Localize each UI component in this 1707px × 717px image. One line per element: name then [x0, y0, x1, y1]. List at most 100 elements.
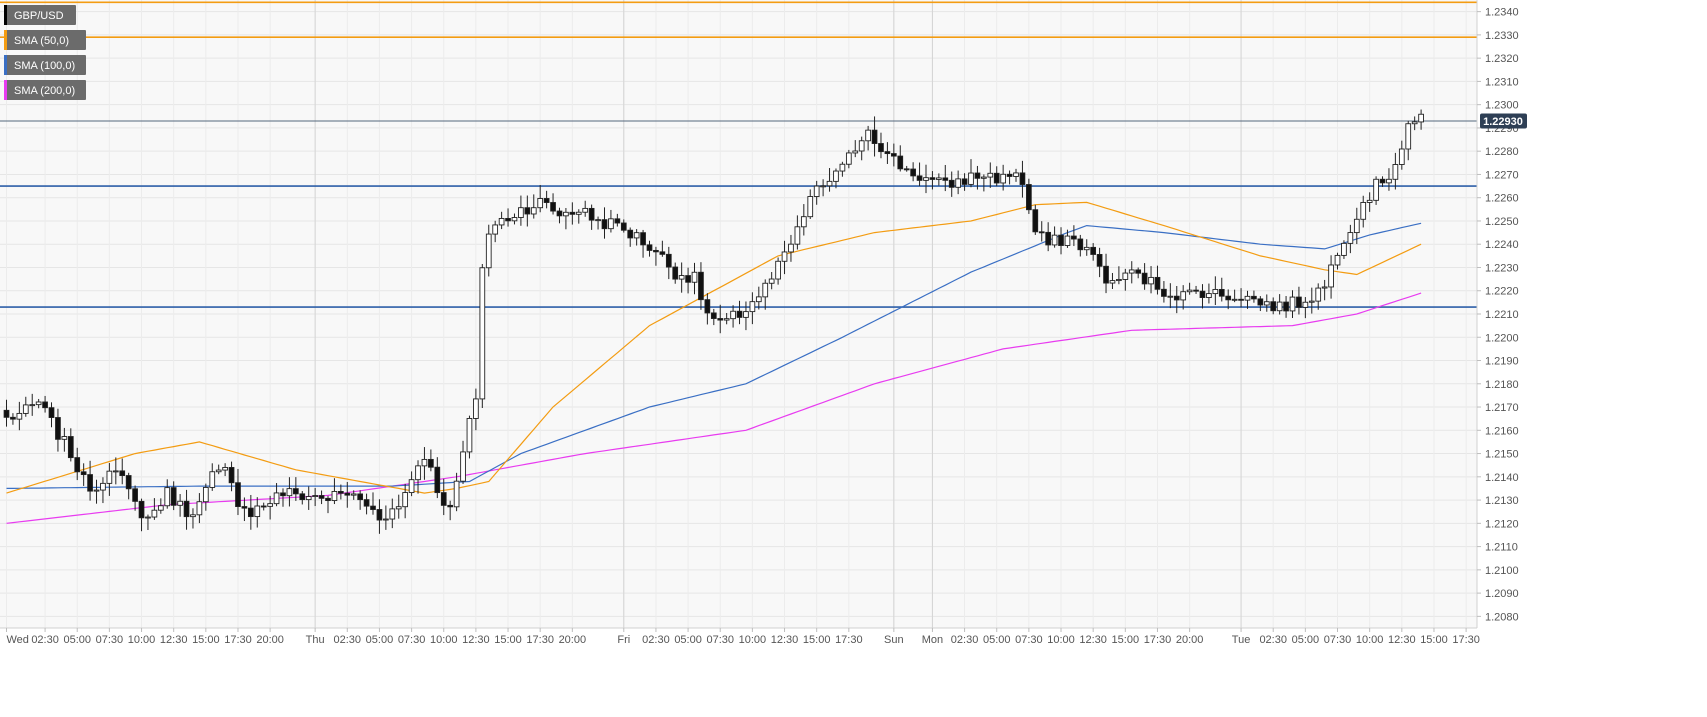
x-tick-label: 17:30: [1144, 634, 1172, 646]
candle-body: [215, 469, 222, 473]
y-tick-label: 1.2180: [1485, 379, 1519, 391]
candle-body: [543, 198, 550, 203]
candle: [710, 308, 717, 326]
candle-body: [1186, 289, 1193, 293]
candle-body: [1167, 295, 1174, 298]
candle: [1392, 152, 1399, 190]
candle-body: [627, 229, 634, 239]
candle-body: [563, 211, 569, 217]
candle-body: [768, 278, 775, 284]
candle: [1083, 239, 1090, 256]
candle: [1289, 290, 1296, 319]
candle-body: [820, 185, 826, 188]
candle: [845, 149, 852, 169]
candle: [1238, 288, 1244, 308]
candle-body: [640, 232, 646, 246]
x-tick-label: 12:30: [771, 634, 799, 646]
candle: [1263, 294, 1270, 312]
candle-body: [10, 416, 16, 420]
candle-body: [807, 196, 814, 218]
candle: [67, 428, 74, 462]
y-tick-label: 1.2270: [1485, 169, 1519, 181]
candle-body: [402, 492, 409, 508]
candle: [434, 457, 441, 499]
candle: [717, 304, 724, 334]
candle: [1058, 227, 1064, 255]
x-tick-label: 17:30: [224, 634, 252, 646]
candle: [685, 267, 691, 294]
candle: [1064, 229, 1071, 248]
x-tick-label: 02:30: [334, 634, 362, 646]
y-tick-label: 1.2190: [1485, 356, 1519, 368]
candle: [1013, 168, 1019, 182]
candle-body: [948, 179, 955, 188]
candle-body: [653, 249, 659, 253]
x-tick-label: 05:00: [1292, 634, 1320, 646]
candle-body: [794, 226, 801, 245]
y-tick-label: 1.2140: [1485, 472, 1519, 484]
candle: [1283, 296, 1289, 318]
candle-body: [1122, 272, 1129, 280]
candle: [1315, 283, 1322, 310]
candle: [929, 171, 936, 190]
candle: [749, 292, 756, 325]
candle: [1154, 265, 1161, 295]
candle-body: [550, 202, 556, 212]
candle: [428, 449, 434, 472]
candle: [563, 208, 569, 230]
candle: [1186, 282, 1193, 295]
candle: [74, 447, 81, 481]
candle: [151, 498, 158, 520]
candle: [788, 234, 794, 262]
candle-body: [1341, 242, 1347, 256]
candle: [42, 395, 48, 413]
candle-body: [858, 140, 865, 152]
candle: [627, 227, 634, 247]
candle: [235, 468, 241, 516]
candle: [987, 162, 994, 188]
candle-body: [1135, 269, 1142, 274]
candle: [3, 399, 10, 427]
candle: [305, 486, 312, 510]
candle: [833, 168, 839, 189]
candle-body: [1019, 172, 1026, 185]
candle: [614, 213, 621, 227]
candle-body: [286, 488, 293, 497]
candle-body: [312, 495, 318, 498]
x-tick-label: 15:00: [803, 634, 831, 646]
candle-body: [505, 217, 511, 222]
candle-body: [1193, 289, 1199, 292]
candle: [1366, 192, 1373, 212]
candle: [389, 498, 396, 529]
candle: [1038, 221, 1045, 242]
candle: [157, 498, 164, 514]
candle-body: [16, 412, 23, 420]
candle-body: [222, 467, 228, 471]
candle-body: [235, 482, 241, 507]
candle-body: [1296, 296, 1302, 308]
candle-body: [485, 233, 492, 269]
candle-body: [1013, 172, 1019, 177]
y-tick-label: 1.2280: [1485, 146, 1519, 158]
candle-body: [125, 475, 132, 490]
candle: [890, 143, 897, 167]
candle-body: [569, 211, 576, 215]
candle-body: [511, 217, 518, 222]
candle: [273, 483, 280, 507]
candle: [1386, 168, 1392, 191]
candle-body: [730, 310, 736, 320]
candle: [196, 493, 203, 524]
candle-body: [421, 458, 428, 467]
candle-body: [1051, 234, 1058, 246]
candle: [498, 211, 505, 230]
candle: [948, 171, 955, 197]
candle: [1206, 283, 1212, 304]
candle: [839, 161, 846, 177]
candle: [537, 185, 544, 213]
x-tick-label: 02:30: [642, 634, 670, 646]
candle: [325, 495, 331, 514]
candle-body: [1154, 276, 1161, 290]
candle-body: [267, 503, 273, 507]
